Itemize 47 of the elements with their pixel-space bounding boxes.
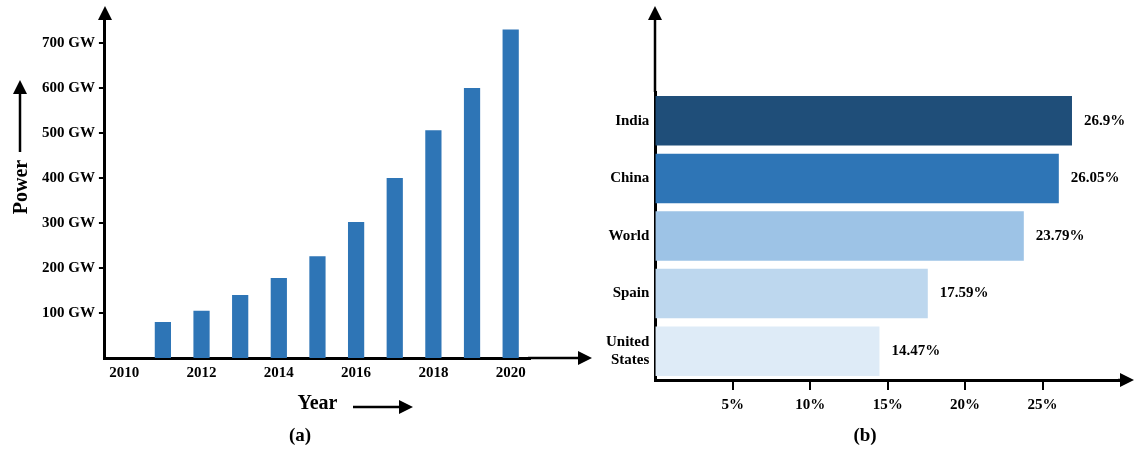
x-tick-label: 2014: [263, 363, 295, 380]
bar: [386, 178, 403, 358]
x-tick-label: 5%: [721, 395, 745, 412]
bar: [347, 222, 365, 358]
x-tick-label: 2010: [109, 363, 140, 380]
x-tick-label: 25%: [1027, 395, 1058, 412]
bar: [463, 88, 481, 358]
x-tick-label: 2016: [341, 363, 372, 380]
text: (b): [852, 424, 878, 446]
bar: [655, 211, 1024, 261]
data-label: 17.59%: [939, 284, 989, 301]
bar: [502, 29, 519, 358]
y-tick-label: 400 GW: [42, 168, 95, 185]
bar: [655, 326, 880, 376]
y-tick-label: Spain: [612, 284, 650, 301]
bar: [154, 322, 171, 358]
y-tick-label: China: [610, 169, 650, 186]
data-label: 14.47%: [891, 342, 941, 359]
bar: [655, 268, 928, 319]
x-axis-title: Year: [297, 391, 338, 414]
y-tick-label: United States: [605, 333, 650, 368]
bar: [425, 130, 442, 358]
text: (a): [287, 424, 313, 446]
y-tick-label: 200 GW: [42, 258, 95, 275]
y-tick-label: 600 GW: [42, 78, 95, 95]
bar: [655, 153, 1059, 204]
y-tick-label: 300 GW: [42, 213, 95, 230]
data-label: 26.9%: [1083, 111, 1126, 128]
x-tick-label: 20%: [950, 395, 981, 412]
y-tick-label: India: [615, 111, 650, 128]
y-axis-title: Power: [9, 159, 32, 215]
y-tick-label: 500 GW: [42, 123, 95, 140]
bar: [193, 310, 210, 358]
x-tick-label: 2012: [186, 363, 217, 380]
bar: [270, 277, 287, 358]
bar: [232, 295, 249, 358]
y-tick-label: 700 GW: [42, 33, 95, 50]
x-tick-label: 15%: [872, 395, 903, 412]
x-tick-label: 2020: [495, 363, 526, 380]
data-label: 26.05%: [1070, 169, 1120, 186]
data-label: 23.79%: [1035, 226, 1085, 243]
x-tick-label: 2018: [418, 363, 449, 380]
x-tick-label: 10%: [795, 395, 826, 412]
bar: [309, 256, 326, 358]
y-tick-label: World: [608, 226, 650, 243]
bar: [655, 96, 1072, 146]
y-tick-label: 100 GW: [42, 303, 95, 320]
